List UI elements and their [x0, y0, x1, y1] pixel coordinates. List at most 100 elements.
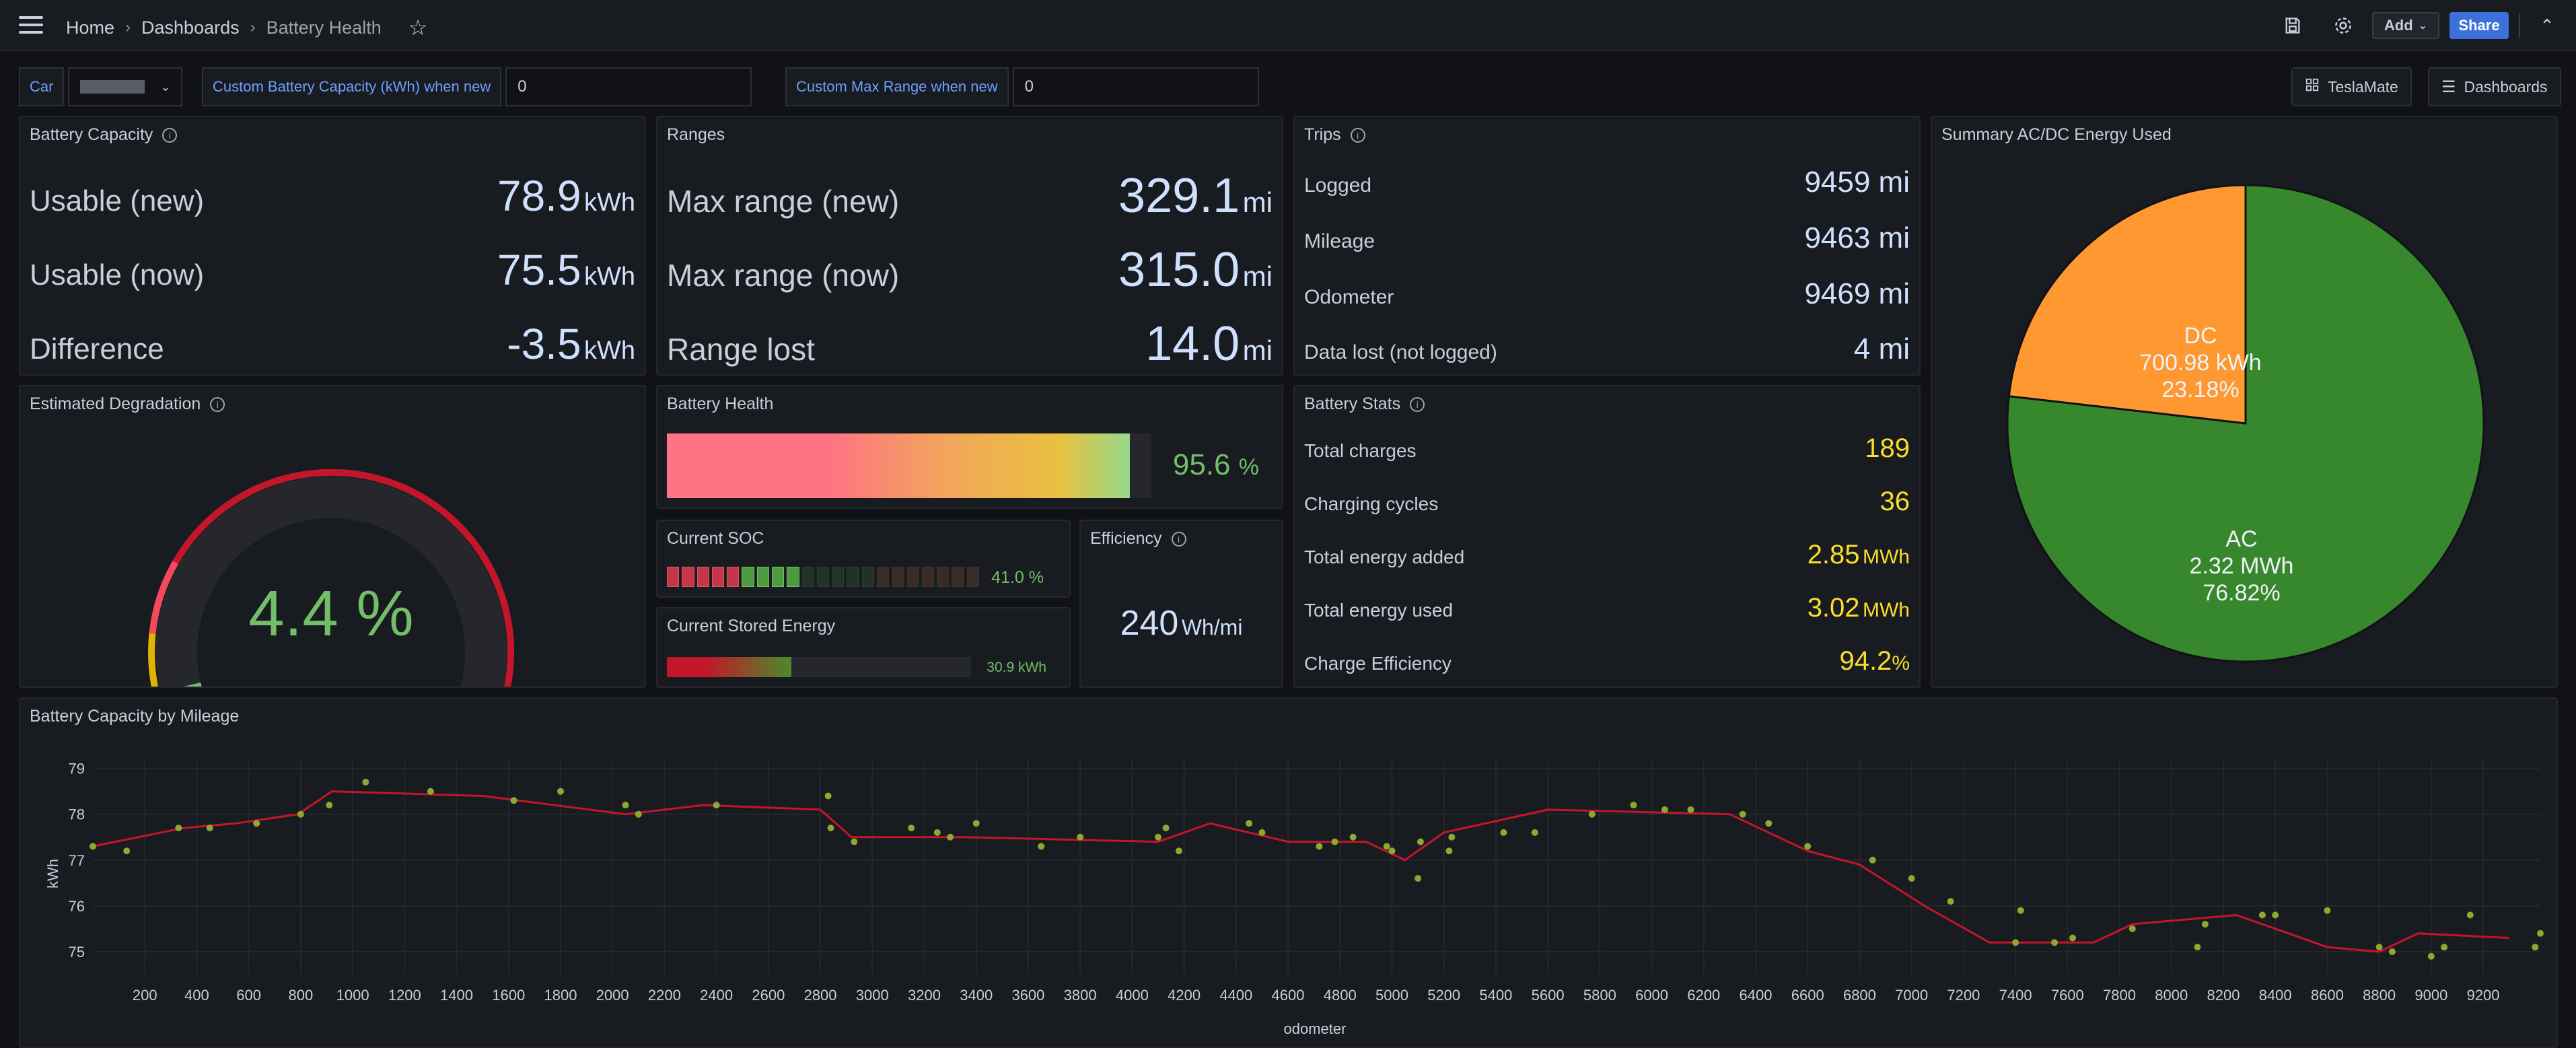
- data-point[interactable]: [1500, 829, 1507, 836]
- data-point[interactable]: [1077, 833, 1084, 841]
- data-point[interactable]: [1388, 847, 1396, 855]
- stat-label: Charge Efficiency: [1304, 653, 1452, 674]
- data-point[interactable]: [1531, 829, 1538, 836]
- pie-slice-dc[interactable]: [2007, 184, 2247, 425]
- data-point[interactable]: [510, 797, 517, 804]
- car-select[interactable]: ⌄: [68, 67, 183, 106]
- add-button[interactable]: Add ⌄: [2372, 12, 2439, 39]
- data-point[interactable]: [1258, 829, 1266, 836]
- share-button[interactable]: Share: [2449, 12, 2509, 39]
- info-icon[interactable]: i: [1410, 396, 1425, 412]
- data-point[interactable]: [713, 802, 720, 809]
- menu-icon[interactable]: [19, 16, 43, 35]
- soc-segment: [906, 567, 919, 587]
- stat-row: Range lost 14.0 mi: [667, 316, 1273, 372]
- crumb-home[interactable]: Home: [66, 17, 115, 38]
- data-point[interactable]: [2537, 930, 2544, 937]
- data-point[interactable]: [1448, 833, 1456, 841]
- data-point[interactable]: [1687, 806, 1694, 813]
- capacity-input[interactable]: 0: [505, 67, 752, 106]
- data-point[interactable]: [947, 833, 954, 841]
- star-icon[interactable]: ☆: [408, 15, 428, 40]
- data-point[interactable]: [1349, 833, 1357, 841]
- data-point[interactable]: [824, 792, 832, 800]
- data-point[interactable]: [933, 829, 941, 836]
- soc-segment: [771, 567, 785, 587]
- data-point[interactable]: [1804, 843, 1812, 850]
- data-point[interactable]: [123, 847, 131, 855]
- data-point[interactable]: [1947, 898, 1954, 905]
- data-point[interactable]: [622, 802, 629, 809]
- data-point[interactable]: [1588, 810, 1596, 818]
- data-point[interactable]: [972, 820, 980, 827]
- data-point[interactable]: [2012, 939, 2019, 946]
- data-point[interactable]: [2427, 952, 2435, 960]
- data-point[interactable]: [2324, 907, 2331, 914]
- stat-unit: mi: [1242, 186, 1273, 218]
- data-point[interactable]: [1038, 843, 1045, 850]
- data-point[interactable]: [557, 788, 564, 795]
- data-point[interactable]: [1246, 820, 1253, 827]
- data-point[interactable]: [2388, 948, 2396, 955]
- data-point[interactable]: [326, 802, 333, 809]
- data-point[interactable]: [1415, 875, 1422, 882]
- data-point[interactable]: [1162, 825, 1170, 832]
- stat-value: -3.5: [507, 320, 581, 368]
- chevron-up-icon[interactable]: ⌃: [2540, 15, 2554, 36]
- data-point[interactable]: [297, 810, 304, 818]
- crumb-dashboards[interactable]: Dashboards: [141, 17, 240, 38]
- data-point[interactable]: [1316, 843, 1323, 850]
- data-point[interactable]: [851, 838, 858, 845]
- data-point[interactable]: [1739, 810, 1746, 818]
- data-point[interactable]: [2128, 925, 2136, 932]
- data-point[interactable]: [2272, 911, 2279, 919]
- capacity-by-mileage-panel: Battery Capacity by Mileage 75 76 77 78 79 20…: [19, 697, 2558, 1048]
- data-point[interactable]: [827, 825, 834, 832]
- data-point[interactable]: [1765, 820, 1773, 827]
- data-point[interactable]: [206, 825, 213, 832]
- data-point[interactable]: [427, 788, 434, 795]
- data-point[interactable]: [2375, 944, 2383, 951]
- data-point[interactable]: [2194, 944, 2201, 951]
- data-point[interactable]: [1661, 806, 1668, 813]
- data-point[interactable]: [1445, 847, 1453, 855]
- data-point[interactable]: [2069, 934, 2076, 942]
- data-point[interactable]: [1175, 847, 1182, 855]
- y-axis-label: kWh: [44, 859, 61, 888]
- data-point[interactable]: [2201, 921, 2209, 928]
- data-point[interactable]: [175, 825, 182, 832]
- data-point[interactable]: [1869, 856, 1876, 864]
- range-input[interactable]: 0: [1012, 67, 1259, 106]
- x-tick-label: 8800: [2363, 987, 2396, 1004]
- data-point[interactable]: [1630, 802, 1637, 809]
- data-point[interactable]: [1155, 833, 1161, 841]
- data-point[interactable]: [90, 843, 96, 850]
- data-point[interactable]: [1331, 838, 1338, 845]
- info-icon[interactable]: i: [1171, 531, 1186, 547]
- data-point[interactable]: [2532, 944, 2539, 951]
- x-tick-label: 7400: [1999, 987, 2032, 1004]
- data-point[interactable]: [2051, 939, 2058, 946]
- data-point[interactable]: [2017, 907, 2024, 914]
- data-point[interactable]: [2466, 911, 2474, 919]
- data-point[interactable]: [362, 779, 369, 785]
- stat-value: 2.85: [1807, 540, 1860, 569]
- save-icon[interactable]: [2279, 12, 2306, 39]
- data-point[interactable]: [908, 825, 915, 832]
- data-point[interactable]: [253, 820, 260, 827]
- data-point[interactable]: [1383, 843, 1390, 850]
- data-point[interactable]: [2441, 944, 2448, 951]
- data-point[interactable]: [2258, 911, 2266, 919]
- data-point[interactable]: [1417, 838, 1424, 845]
- info-icon[interactable]: i: [210, 396, 225, 412]
- y-tick-label: 75: [69, 944, 85, 960]
- data-point[interactable]: [635, 810, 642, 818]
- data-point[interactable]: [1908, 875, 1915, 882]
- info-icon[interactable]: i: [162, 127, 178, 143]
- x-tick-label: 6600: [1791, 987, 1824, 1004]
- gear-icon[interactable]: [2330, 12, 2357, 39]
- efficiency-panel: Efficiency i 240 Wh/mi: [1079, 520, 1283, 688]
- dashboards-link[interactable]: ☰ Dashboards: [2428, 67, 2561, 106]
- teslamate-link[interactable]: TeslaMate: [2291, 67, 2412, 106]
- info-icon[interactable]: i: [1350, 127, 1365, 143]
